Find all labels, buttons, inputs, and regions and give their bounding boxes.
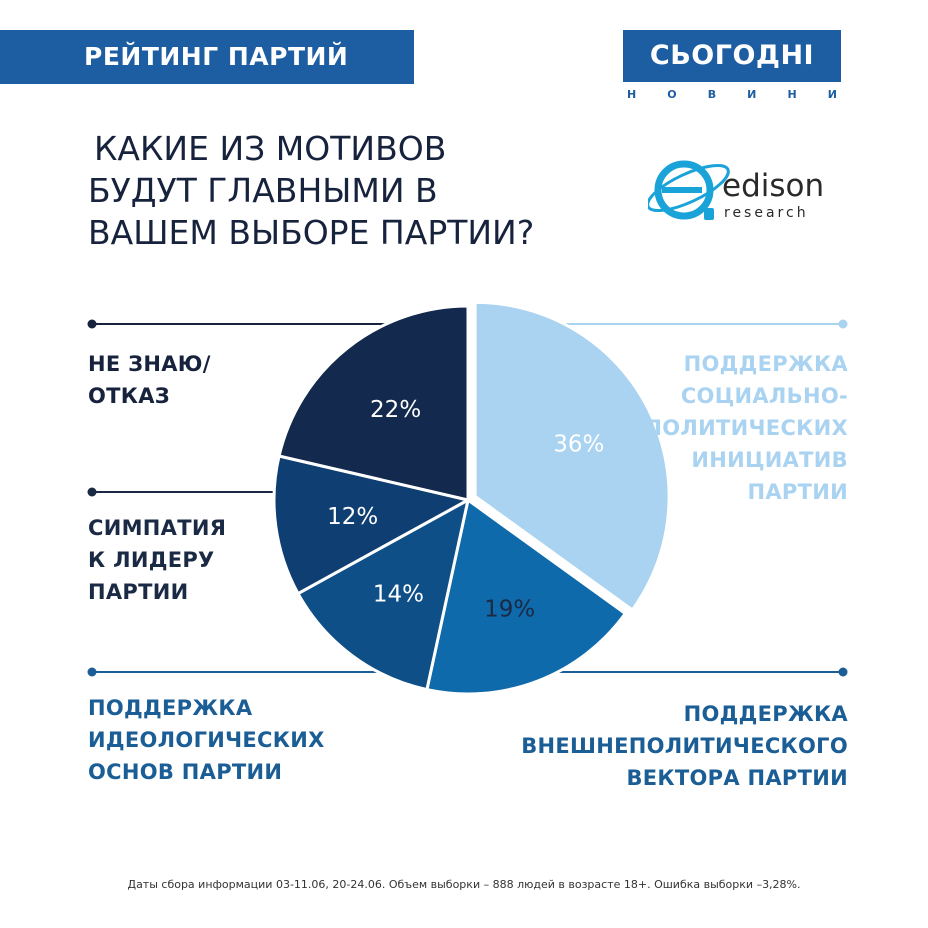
footnote: Даты сбора информации 03-11.06, 20-24.06… bbox=[127, 878, 801, 891]
pie-slice bbox=[277, 304, 470, 502]
chart-title: КАКИЕ ИЗ МОТИВОВ БУДУТ ГЛАВНЫМИ В ВАШЕМ … bbox=[88, 128, 588, 254]
pie-slice bbox=[272, 454, 473, 596]
banner-title: РЕЙТИНГ ПАРТИЙ bbox=[84, 42, 349, 71]
edison-logo-icon bbox=[648, 160, 730, 220]
value-label: 19% bbox=[484, 597, 535, 623]
edison-word: edison bbox=[722, 168, 825, 204]
category-label-dontknow: НЕ ЗНАЮ/ ОТКАЗ bbox=[88, 352, 211, 408]
category-label-social: ПОДДЕРЖКА СОЦИАЛЬНО- ПОЛИТИЧЕСКИХ ИНИЦИА… bbox=[644, 352, 848, 504]
chart-title-line: БУДУТ ГЛАВНЫМИ В bbox=[88, 171, 438, 210]
pie-slice bbox=[473, 300, 671, 613]
category-label-leader: СИМПАТИЯ К ЛИДЕРУ ПАРТИИ bbox=[88, 516, 227, 604]
value-label: 22% bbox=[370, 397, 421, 423]
leader-dot bbox=[838, 667, 848, 677]
logo-subtitle: Н О В И Н И bbox=[627, 88, 837, 101]
leader-dot bbox=[838, 319, 848, 329]
edison-subword: research bbox=[724, 205, 809, 221]
leader-dot bbox=[87, 667, 97, 677]
category-label-foreign: ПОДДЕРЖКА ВНЕШНЕПОЛИТИЧЕСКОГО ВЕКТОРА ПА… bbox=[521, 702, 848, 790]
pie-slice bbox=[296, 497, 471, 692]
pie-slices bbox=[272, 300, 671, 696]
pie-slice bbox=[425, 497, 628, 696]
category-label-ideology: ПОДДЕРЖКА ИДЕОЛОГИЧЕСКИХ ОСНОВ ПАРТИИ bbox=[88, 696, 325, 784]
header-banner bbox=[0, 30, 414, 84]
leader-dot bbox=[87, 319, 97, 329]
value-label: 14% bbox=[373, 581, 424, 607]
segodnya-logo: СЬОГОДНІ bbox=[623, 30, 841, 82]
value-label: 12% bbox=[327, 504, 378, 530]
chart-title-line: КАКИЕ ИЗ МОТИВОВ bbox=[94, 129, 447, 168]
leader-dot bbox=[87, 487, 97, 497]
value-label: 36% bbox=[553, 431, 604, 457]
value-labels: 36% 19% 14% 12% 22% bbox=[327, 397, 604, 623]
leader-lines bbox=[87, 319, 848, 677]
chart-title-line: ВАШЕМ ВЫБОРЕ ПАРТИИ? bbox=[88, 213, 535, 252]
